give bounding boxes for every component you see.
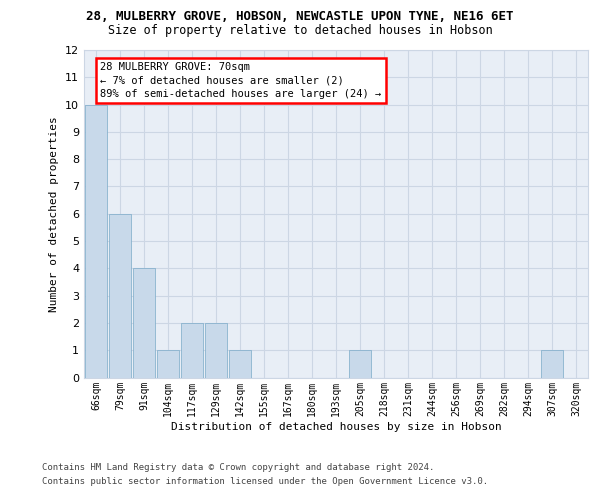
Text: 28, MULBERRY GROVE, HOBSON, NEWCASTLE UPON TYNE, NE16 6ET: 28, MULBERRY GROVE, HOBSON, NEWCASTLE UP…: [86, 10, 514, 23]
Text: 28 MULBERRY GROVE: 70sqm
← 7% of detached houses are smaller (2)
89% of semi-det: 28 MULBERRY GROVE: 70sqm ← 7% of detache…: [100, 62, 382, 98]
Bar: [205, 323, 227, 378]
Bar: [133, 268, 155, 378]
Text: Size of property relative to detached houses in Hobson: Size of property relative to detached ho…: [107, 24, 493, 37]
Bar: [181, 323, 203, 378]
Bar: [349, 350, 371, 378]
Bar: [85, 104, 107, 378]
Bar: [541, 350, 563, 378]
Bar: [229, 350, 251, 378]
Text: Contains public sector information licensed under the Open Government Licence v3: Contains public sector information licen…: [42, 478, 488, 486]
Y-axis label: Number of detached properties: Number of detached properties: [49, 116, 59, 312]
Bar: [109, 214, 131, 378]
Text: Distribution of detached houses by size in Hobson: Distribution of detached houses by size …: [170, 422, 502, 432]
Bar: [157, 350, 179, 378]
Text: Contains HM Land Registry data © Crown copyright and database right 2024.: Contains HM Land Registry data © Crown c…: [42, 462, 434, 471]
